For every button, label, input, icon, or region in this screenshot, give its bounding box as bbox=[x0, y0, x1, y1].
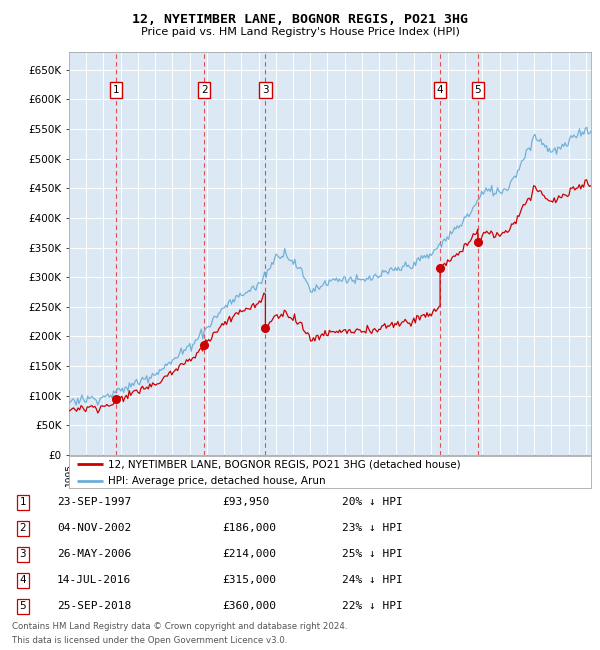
Text: 14-JUL-2016: 14-JUL-2016 bbox=[57, 575, 131, 586]
Text: 3: 3 bbox=[262, 85, 269, 96]
Text: 25% ↓ HPI: 25% ↓ HPI bbox=[342, 549, 403, 560]
Text: 5: 5 bbox=[19, 601, 26, 612]
Text: 3: 3 bbox=[19, 549, 26, 560]
Text: 22% ↓ HPI: 22% ↓ HPI bbox=[342, 601, 403, 612]
Text: 23-SEP-1997: 23-SEP-1997 bbox=[57, 497, 131, 508]
Text: Price paid vs. HM Land Registry's House Price Index (HPI): Price paid vs. HM Land Registry's House … bbox=[140, 27, 460, 37]
Text: 5: 5 bbox=[475, 85, 481, 96]
Text: HPI: Average price, detached house, Arun: HPI: Average price, detached house, Arun bbox=[108, 476, 326, 486]
Text: £186,000: £186,000 bbox=[222, 523, 276, 534]
Text: £315,000: £315,000 bbox=[222, 575, 276, 586]
Text: 20% ↓ HPI: 20% ↓ HPI bbox=[342, 497, 403, 508]
Text: 26-MAY-2006: 26-MAY-2006 bbox=[57, 549, 131, 560]
Text: 04-NOV-2002: 04-NOV-2002 bbox=[57, 523, 131, 534]
Text: 25-SEP-2018: 25-SEP-2018 bbox=[57, 601, 131, 612]
Text: 4: 4 bbox=[437, 85, 443, 96]
Text: 12, NYETIMBER LANE, BOGNOR REGIS, PO21 3HG (detached house): 12, NYETIMBER LANE, BOGNOR REGIS, PO21 3… bbox=[108, 459, 461, 469]
Text: 23% ↓ HPI: 23% ↓ HPI bbox=[342, 523, 403, 534]
Text: 1: 1 bbox=[19, 497, 26, 508]
Text: £93,950: £93,950 bbox=[222, 497, 269, 508]
Text: 2: 2 bbox=[201, 85, 208, 96]
Text: This data is licensed under the Open Government Licence v3.0.: This data is licensed under the Open Gov… bbox=[12, 636, 287, 645]
Text: 2: 2 bbox=[19, 523, 26, 534]
Text: 1: 1 bbox=[113, 85, 119, 96]
Text: 4: 4 bbox=[19, 575, 26, 586]
Text: £360,000: £360,000 bbox=[222, 601, 276, 612]
Text: £214,000: £214,000 bbox=[222, 549, 276, 560]
Text: 24% ↓ HPI: 24% ↓ HPI bbox=[342, 575, 403, 586]
Text: 12, NYETIMBER LANE, BOGNOR REGIS, PO21 3HG: 12, NYETIMBER LANE, BOGNOR REGIS, PO21 3… bbox=[132, 13, 468, 26]
Text: Contains HM Land Registry data © Crown copyright and database right 2024.: Contains HM Land Registry data © Crown c… bbox=[12, 622, 347, 631]
